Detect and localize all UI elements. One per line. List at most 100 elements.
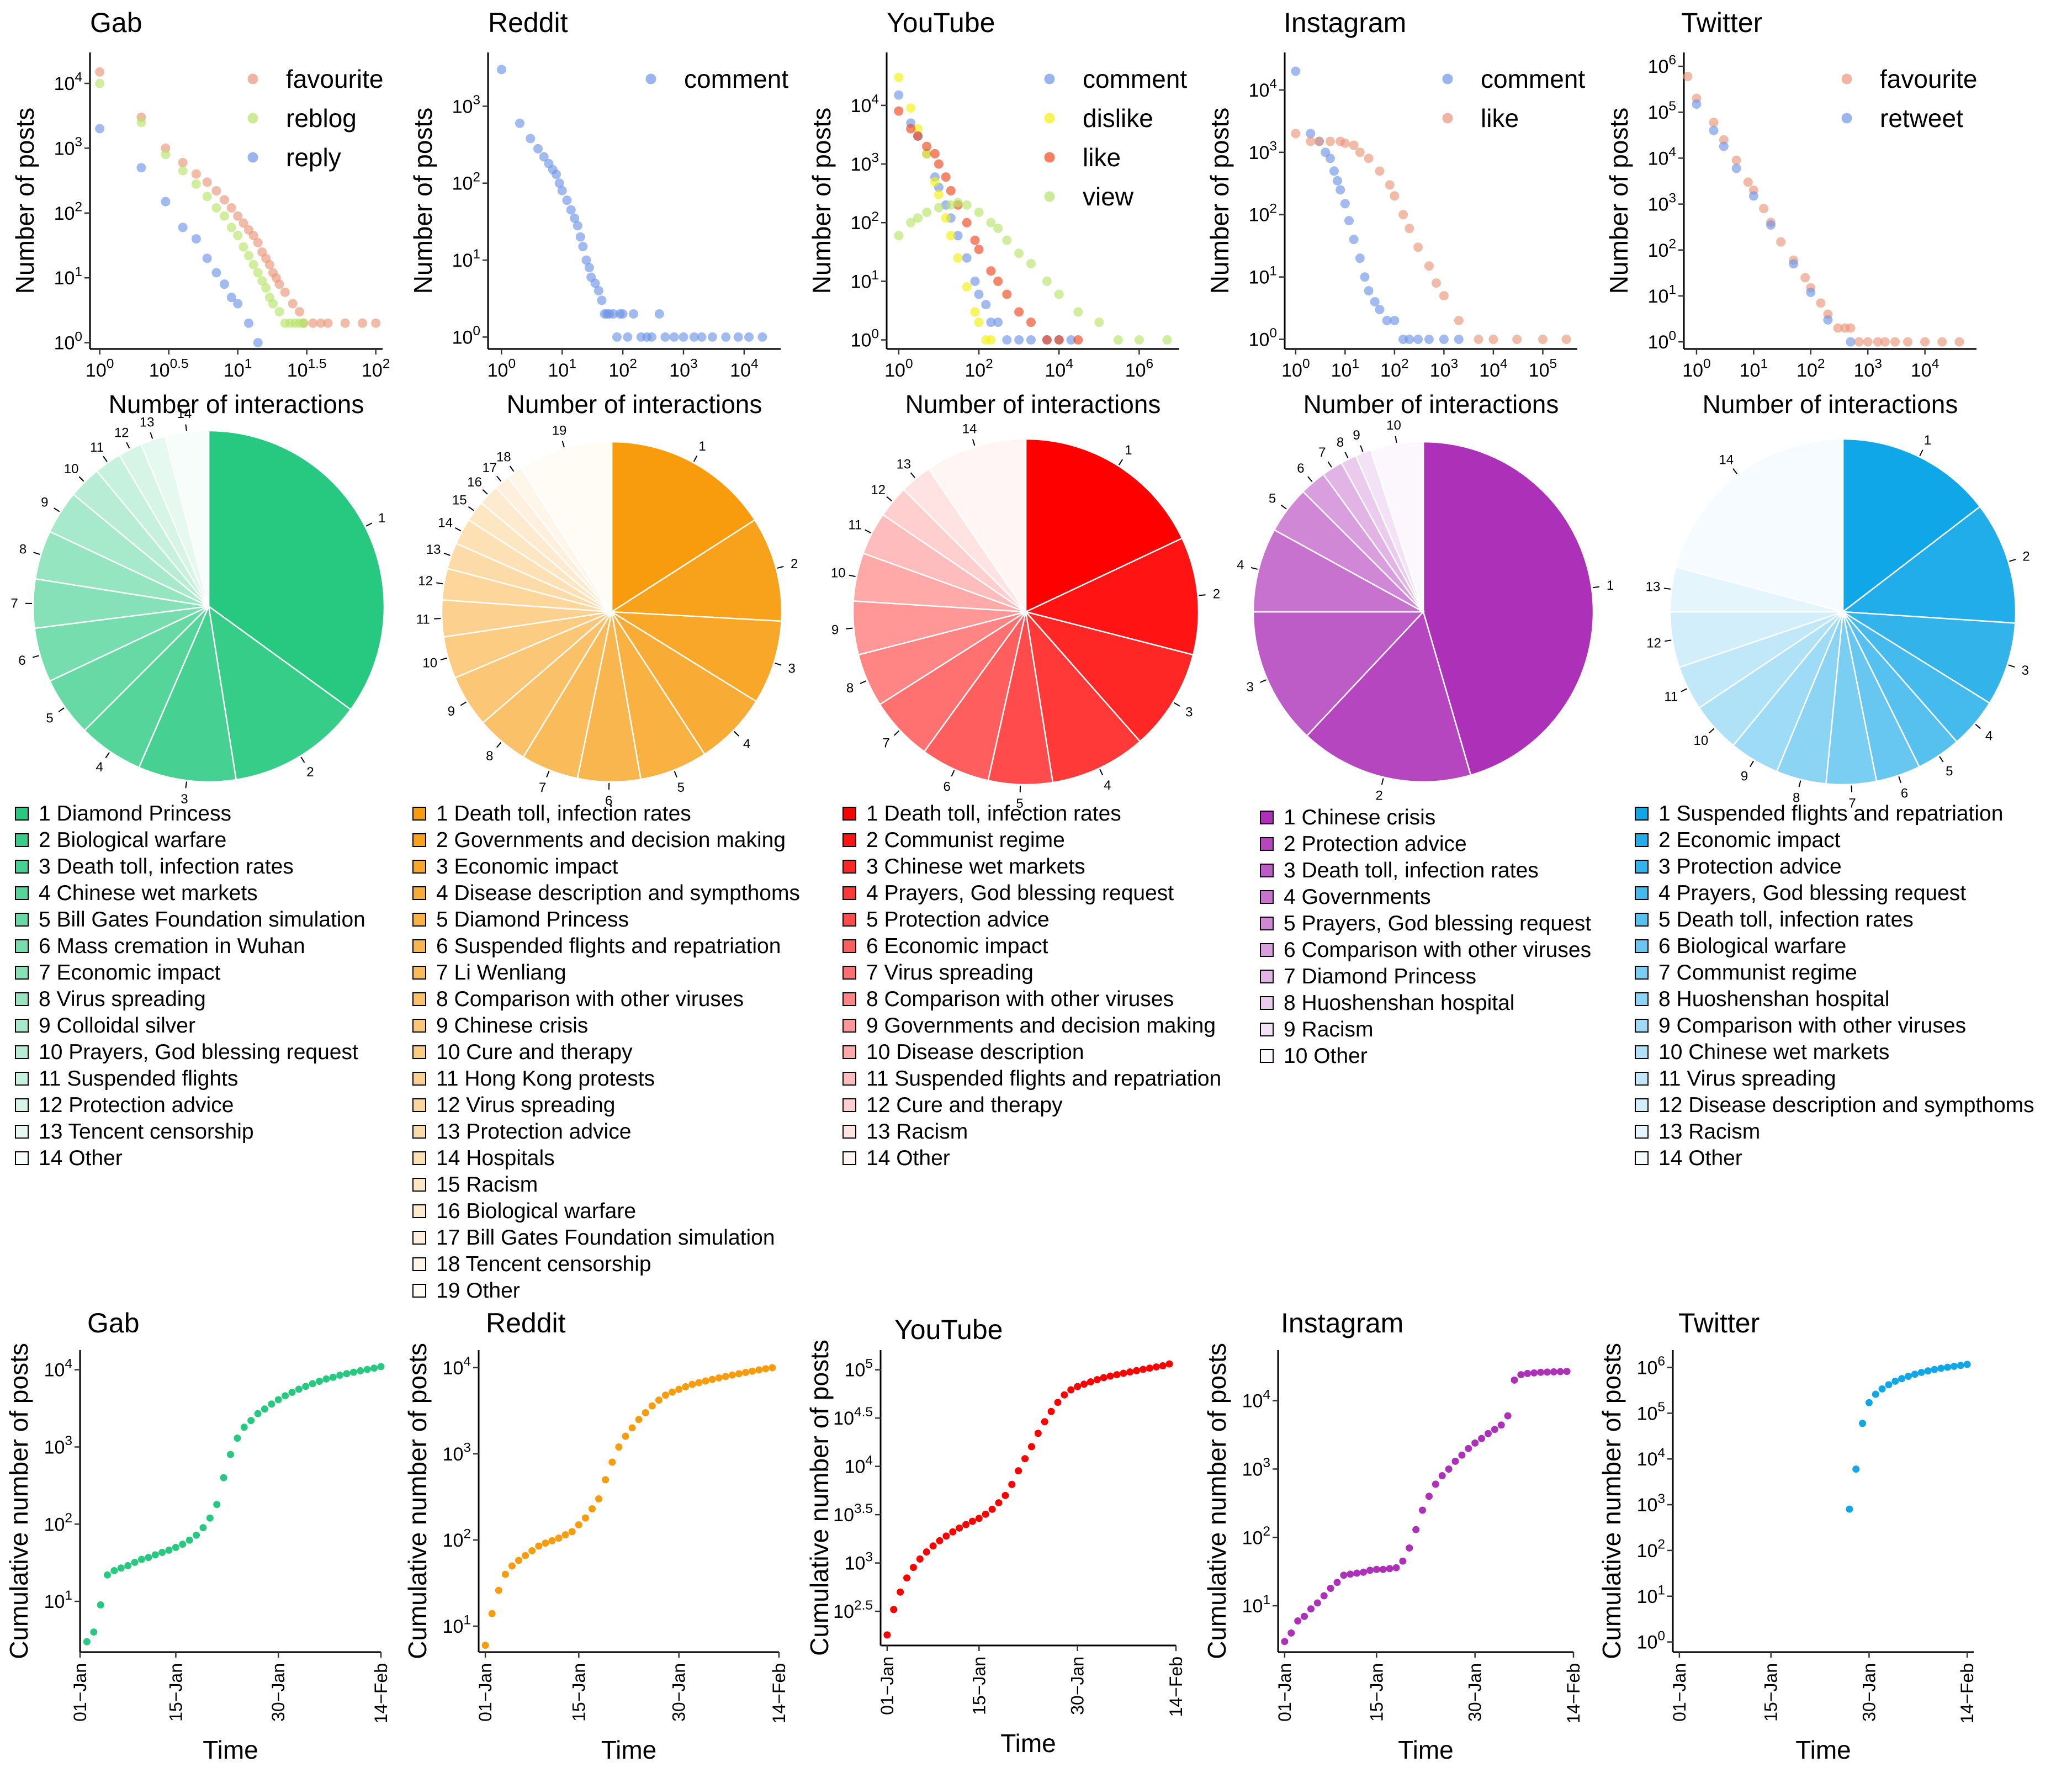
- point: [728, 1371, 736, 1379]
- point-like: [1349, 140, 1359, 150]
- legend-entry: 5 Protection advice: [866, 908, 1050, 932]
- point: [1419, 1506, 1427, 1514]
- point-favourite: [1800, 273, 1810, 283]
- legend-label: favourite: [1880, 65, 1977, 93]
- pie-label-tick: [1381, 778, 1384, 785]
- point: [1281, 1638, 1289, 1645]
- point: [1313, 1599, 1321, 1607]
- legend-swatch: [412, 1045, 426, 1059]
- legend-label: reply: [286, 143, 341, 172]
- pie-label-tick: [496, 742, 502, 748]
- y-tick-label: 104: [1648, 145, 1676, 169]
- point-like: [1355, 147, 1365, 157]
- point: [1307, 1605, 1315, 1613]
- x-tick-label: 30−Jan: [1465, 1663, 1485, 1722]
- legend-swatch: [412, 886, 426, 900]
- point-favourite: [191, 169, 201, 179]
- x-tick-label: 30−Jan: [1068, 1657, 1088, 1715]
- point: [1517, 1371, 1525, 1379]
- pie-label-tick: [972, 439, 976, 446]
- legend-swatch: [412, 1178, 426, 1192]
- legend-entry: 2 Governments and decision making: [436, 828, 786, 852]
- point-favourite: [226, 203, 236, 213]
- x-tick-label: 01−Jan: [877, 1657, 897, 1715]
- point-comment: [1014, 335, 1024, 345]
- x-tick-label: 01−Jan: [1670, 1663, 1689, 1722]
- pie-label-tick: [300, 756, 305, 763]
- point: [1937, 1364, 1945, 1372]
- point: [1445, 1465, 1453, 1473]
- pie-label-tick: [734, 731, 740, 737]
- point: [1491, 1426, 1498, 1433]
- point-comment: [533, 144, 543, 154]
- legend-swatch: [1260, 837, 1274, 851]
- x-axis-label: Time: [203, 1735, 258, 1764]
- pie-slice-3: [138, 604, 237, 783]
- pie-label-tick: [185, 424, 187, 431]
- legend-entry: 6 Biological warfare: [1658, 934, 1846, 958]
- y-tick-label: 104: [1249, 77, 1277, 101]
- point: [581, 1514, 589, 1522]
- legend-swatch: [1635, 807, 1649, 821]
- point: [1524, 1369, 1532, 1377]
- point-like: [993, 276, 1003, 286]
- legend-swatch: [1635, 860, 1649, 874]
- legend-entry: 4 Chinese wet markets: [39, 881, 258, 905]
- pie-slice-label: 5: [1946, 764, 1953, 779]
- point-favourite: [1954, 337, 1964, 347]
- legend-swatch: [412, 966, 426, 980]
- point-like: [1014, 307, 1024, 317]
- point: [1340, 1571, 1348, 1579]
- pie-slice-label: 4: [96, 760, 103, 775]
- legend-swatch: [1260, 811, 1274, 824]
- point: [1865, 1399, 1873, 1406]
- pie-slice-1: [1422, 441, 1594, 776]
- legend-entry: 10 Disease description: [866, 1040, 1084, 1064]
- point-comment: [970, 276, 980, 286]
- pie-label-tick: [893, 730, 900, 736]
- x-axis-label: Time: [601, 1735, 657, 1764]
- pie-slice-label: 1: [378, 511, 385, 526]
- legend-key-reblog: [247, 113, 258, 124]
- pie-label-tick: [910, 472, 915, 478]
- point: [1152, 1363, 1160, 1371]
- point-comment: [1344, 216, 1354, 226]
- point: [1301, 1612, 1308, 1620]
- y-tick-label: 104: [1242, 1387, 1270, 1411]
- pie-slice-label: 9: [1741, 769, 1748, 784]
- point-retweet: [1709, 125, 1719, 135]
- pie-slice-label: 5: [1269, 491, 1276, 506]
- point: [622, 1432, 629, 1440]
- pie-slice-6: [923, 611, 1027, 781]
- legend-entry: 3 Economic impact: [436, 855, 618, 879]
- point: [1438, 1472, 1446, 1479]
- point-view: [1002, 235, 1012, 245]
- pie-label-tick: [58, 707, 65, 712]
- x-tick-label: 15−Jan: [166, 1663, 186, 1722]
- pie-slice-label: 10: [422, 655, 437, 670]
- point-favourite: [1937, 337, 1947, 347]
- legend-label: view: [1083, 182, 1134, 211]
- legend-entry: 13 Tencent censorship: [39, 1120, 254, 1144]
- pie-slice-label: 1: [1607, 578, 1614, 593]
- point: [274, 1396, 282, 1404]
- y-tick-label: 104: [1637, 1446, 1665, 1470]
- pie-label-tick: [865, 529, 871, 533]
- point: [247, 1417, 255, 1425]
- pie-label-tick: [860, 680, 867, 684]
- point-retweet: [1719, 141, 1729, 151]
- point-like: [1291, 129, 1301, 139]
- pie-slice-19: [520, 441, 613, 615]
- point: [1399, 1557, 1407, 1565]
- pie-slice-label: 10: [64, 462, 79, 477]
- point: [316, 1377, 324, 1385]
- legend-swatch: [842, 966, 856, 980]
- legend-swatch: [15, 966, 29, 980]
- point-reblog: [253, 268, 263, 278]
- point-comment: [660, 332, 670, 342]
- point: [890, 1606, 898, 1613]
- x-tick-label: 104: [1045, 357, 1073, 381]
- point: [675, 1385, 683, 1393]
- legend-swatch: [412, 833, 426, 847]
